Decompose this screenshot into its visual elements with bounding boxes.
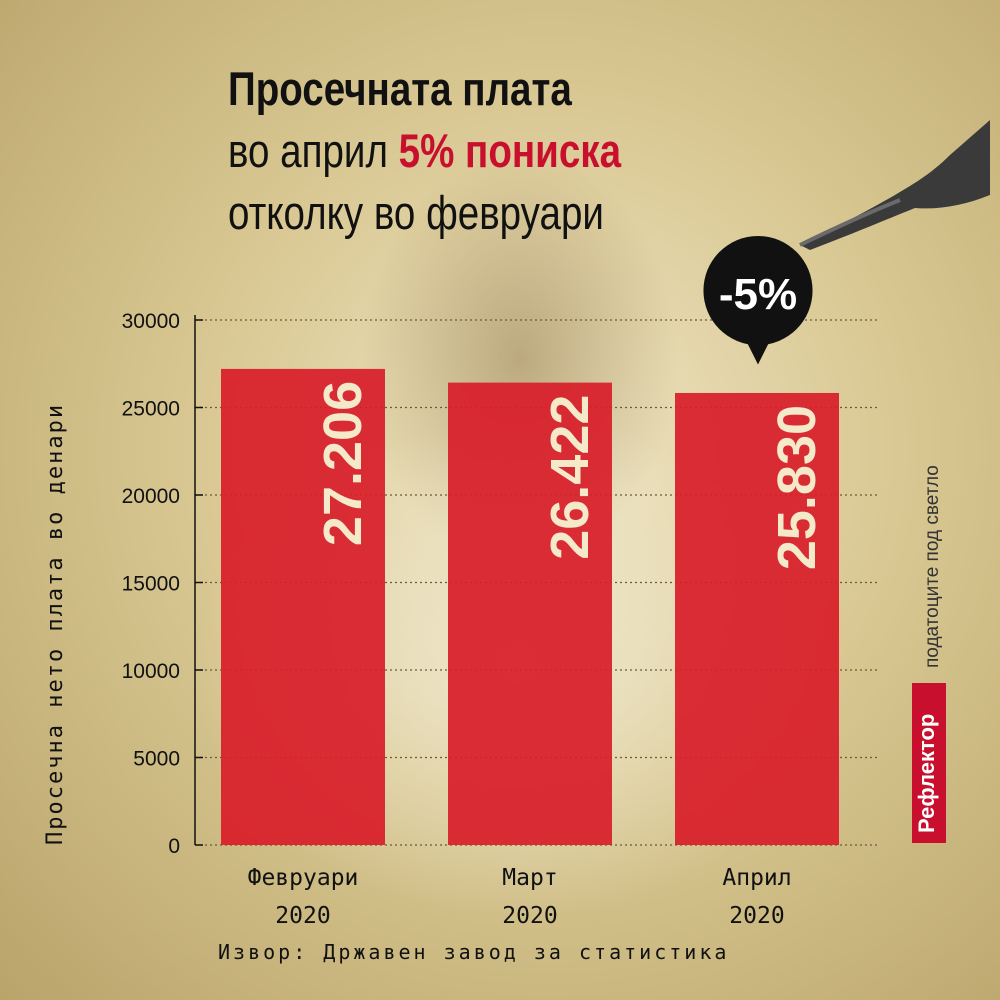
title-line-2-prefix: во април	[228, 124, 399, 177]
title-line-2: во април 5% пониска	[228, 120, 621, 182]
bars: 27.206 26.422 25.830	[221, 368, 839, 845]
title-line-3: отколку во февруари	[228, 186, 604, 239]
x-tick-label-year: 2020	[729, 903, 784, 929]
x-tick-label-month: Април	[722, 865, 791, 891]
y-tick-label: 15000	[122, 573, 180, 596]
y-axis-title: Просечна нето плата во денари	[43, 403, 68, 845]
source-note: Извор: Државен завод за статистика	[218, 940, 730, 964]
y-tick-label: 0	[168, 835, 180, 858]
y-axis-ticks: 0 5000 10000 15000 20000 25000 30000	[122, 310, 203, 858]
x-tick-label-month: Февруари	[248, 865, 359, 891]
brand-box	[912, 683, 946, 843]
bar-value-label: 25.830	[767, 405, 827, 570]
brand-tagline: податоците под светло	[922, 465, 943, 668]
bar-value-label: 27.206	[313, 381, 373, 546]
y-tick-label: 25000	[122, 398, 180, 421]
x-axis-labels: Февруари 2020 Март 2020 Април 2020	[248, 865, 792, 929]
bar	[675, 392, 839, 845]
x-tick-label-year: 2020	[275, 903, 330, 929]
brand-logo: Рефлектор	[914, 713, 939, 833]
y-tick-label: 10000	[122, 660, 180, 683]
y-tick-label: 5000	[133, 748, 180, 771]
bar	[448, 382, 612, 845]
title-line-1: Просечната плата	[228, 62, 572, 115]
percent-change-badge	[703, 236, 813, 365]
badge-label: -5%	[718, 270, 798, 319]
pointing-hand-icon	[799, 120, 990, 250]
title-highlight: 5% пониска	[398, 124, 622, 177]
x-tick-label-month: Март	[502, 865, 557, 891]
bar-value-label: 26.422	[540, 395, 600, 560]
bar	[221, 368, 385, 845]
y-tick-label: 30000	[122, 310, 180, 333]
x-tick-label-year: 2020	[502, 903, 557, 929]
chart-title: Просечната плата во април 5% пониска отк…	[228, 58, 707, 244]
y-tick-label: 20000	[122, 485, 180, 508]
